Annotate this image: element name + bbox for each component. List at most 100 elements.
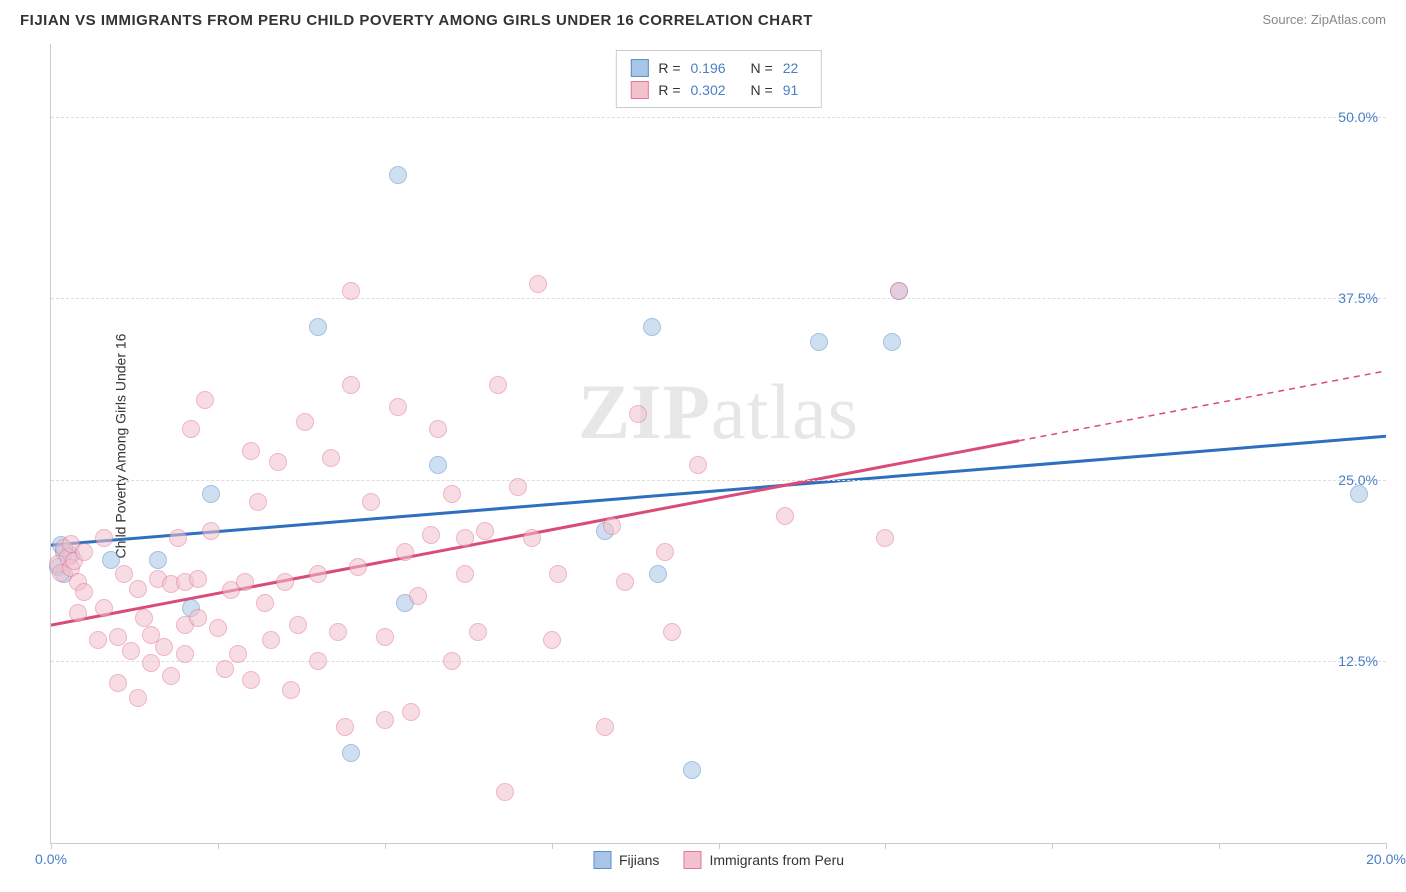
dot-peru xyxy=(282,681,300,699)
dot-fijians xyxy=(202,485,220,503)
dot-fijians xyxy=(389,166,407,184)
stats-row-fijians: R = 0.196 N = 22 xyxy=(630,57,806,79)
swatch-peru xyxy=(630,81,648,99)
dot-peru xyxy=(409,587,427,605)
chart-title: FIJIAN VS IMMIGRANTS FROM PERU CHILD POV… xyxy=(20,12,813,29)
legend-item-fijians: Fijians xyxy=(593,851,659,869)
r-label: R = xyxy=(658,82,680,98)
chart-plot-area: ZIPatlas R = 0.196 N = 22 R = 0.302 N = … xyxy=(50,44,1386,844)
n-label: N = xyxy=(751,82,773,98)
dot-peru xyxy=(176,645,194,663)
dot-peru xyxy=(69,604,87,622)
dot-peru xyxy=(376,628,394,646)
dot-peru xyxy=(289,616,307,634)
trend-line-dashed xyxy=(1019,371,1386,441)
dot-peru xyxy=(189,609,207,627)
dot-peru xyxy=(75,543,93,561)
dot-peru xyxy=(456,565,474,583)
source-label: Source: ZipAtlas.com xyxy=(1262,12,1386,27)
dot-peru xyxy=(776,507,794,525)
dot-peru xyxy=(256,594,274,612)
dot-peru xyxy=(656,543,674,561)
x-tick xyxy=(218,843,219,849)
n-label: N = xyxy=(751,60,773,76)
x-tick xyxy=(385,843,386,849)
dot-peru xyxy=(269,453,287,471)
legend-label-peru: Immigrants from Peru xyxy=(709,852,844,868)
dot-fijians xyxy=(883,333,901,351)
y-tick-label: 12.5% xyxy=(1338,653,1378,669)
dot-peru xyxy=(443,485,461,503)
watermark-rest: atlas xyxy=(711,368,859,455)
dot-fijians xyxy=(643,318,661,336)
dot-peru xyxy=(249,493,267,511)
dot-peru xyxy=(396,543,414,561)
dot-peru xyxy=(196,391,214,409)
dot-peru xyxy=(509,478,527,496)
dot-peru xyxy=(209,619,227,637)
legend-swatch-peru xyxy=(683,851,701,869)
dot-peru xyxy=(95,599,113,617)
dot-peru xyxy=(155,638,173,656)
dot-peru xyxy=(496,783,514,801)
dot-fijians xyxy=(342,744,360,762)
r-value-peru: 0.302 xyxy=(691,82,741,98)
dot-peru xyxy=(469,623,487,641)
dot-peru xyxy=(549,565,567,583)
dot-peru xyxy=(616,573,634,591)
dot-peru xyxy=(476,522,494,540)
dot-peru xyxy=(890,282,908,300)
x-tick-label: 0.0% xyxy=(35,851,67,867)
y-tick-label: 37.5% xyxy=(1338,290,1378,306)
dot-peru xyxy=(489,376,507,394)
x-tick xyxy=(1386,843,1387,849)
watermark: ZIPatlas xyxy=(578,367,859,457)
dot-peru xyxy=(543,631,561,649)
dot-peru xyxy=(342,282,360,300)
x-tick xyxy=(1219,843,1220,849)
dot-fijians xyxy=(683,761,701,779)
dot-peru xyxy=(342,376,360,394)
dot-peru xyxy=(529,275,547,293)
dot-peru xyxy=(322,449,340,467)
dot-peru xyxy=(129,689,147,707)
dot-peru xyxy=(75,583,93,601)
dot-peru xyxy=(189,570,207,588)
dot-peru xyxy=(336,718,354,736)
dot-peru xyxy=(362,493,380,511)
stats-row-peru: R = 0.302 N = 91 xyxy=(630,79,806,101)
dot-fijians xyxy=(429,456,447,474)
dot-peru xyxy=(296,413,314,431)
dot-peru xyxy=(443,652,461,670)
dot-peru xyxy=(402,703,420,721)
dot-peru xyxy=(202,522,220,540)
dot-peru xyxy=(89,631,107,649)
dot-peru xyxy=(242,442,260,460)
dot-fijians xyxy=(649,565,667,583)
series-legend: Fijians Immigrants from Peru xyxy=(593,851,844,869)
dot-fijians xyxy=(1350,485,1368,503)
dot-peru xyxy=(349,558,367,576)
dot-peru xyxy=(663,623,681,641)
dot-peru xyxy=(389,398,407,416)
dot-peru xyxy=(109,628,127,646)
dot-peru xyxy=(629,405,647,423)
legend-label-fijians: Fijians xyxy=(619,852,659,868)
dot-peru xyxy=(429,420,447,438)
dot-peru xyxy=(603,517,621,535)
dot-peru xyxy=(596,718,614,736)
dot-peru xyxy=(229,645,247,663)
x-tick xyxy=(552,843,553,849)
dot-fijians xyxy=(102,551,120,569)
dot-peru xyxy=(216,660,234,678)
x-tick-label: 20.0% xyxy=(1366,851,1406,867)
dot-peru xyxy=(523,529,541,547)
dot-peru xyxy=(135,609,153,627)
grid-line xyxy=(51,298,1386,299)
legend-swatch-fijians xyxy=(593,851,611,869)
dot-peru xyxy=(262,631,280,649)
dot-peru xyxy=(329,623,347,641)
x-tick xyxy=(885,843,886,849)
legend-item-peru: Immigrants from Peru xyxy=(683,851,844,869)
dot-peru xyxy=(876,529,894,547)
